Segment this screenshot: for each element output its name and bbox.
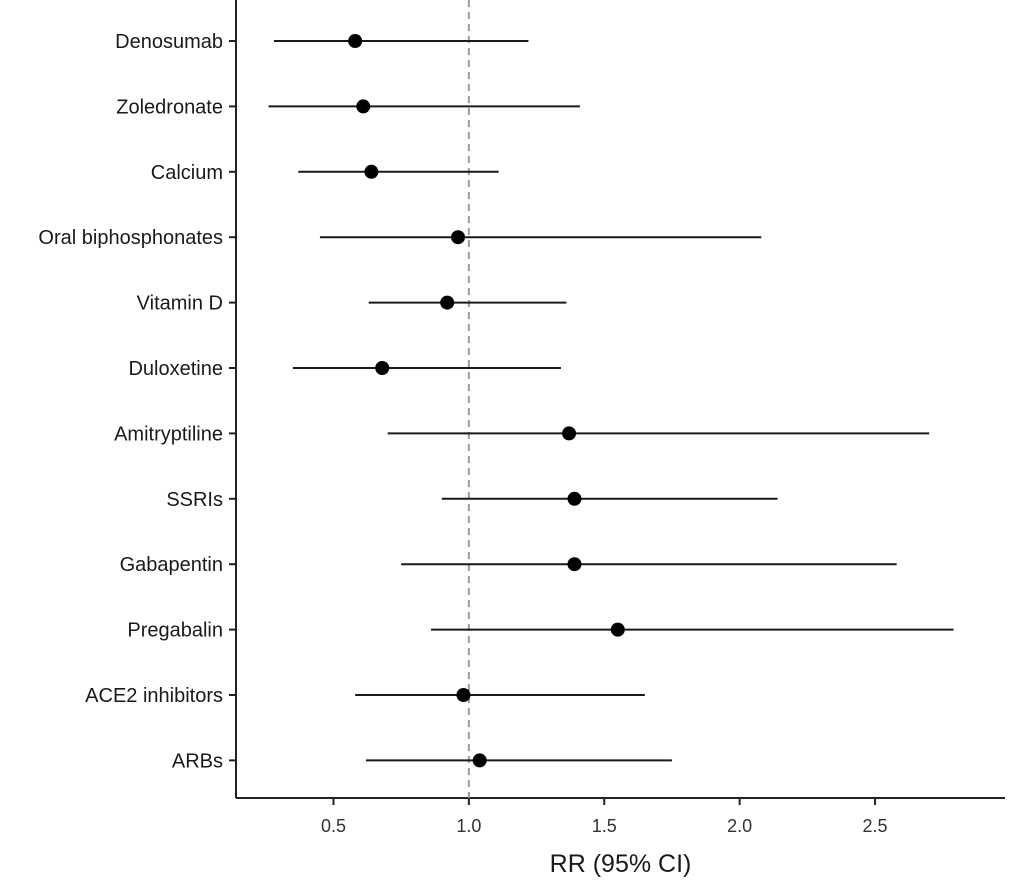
forest-row: Zoledronate [116, 96, 580, 118]
point-estimate [348, 34, 363, 48]
forest-row: ARBs [172, 750, 672, 772]
forest-row: Gabapentin [120, 554, 897, 576]
forest-row: Oral biphosphonates [38, 227, 762, 249]
forest-row: ACE2 inhibitors [85, 685, 645, 707]
forest-row: Pregabalin [127, 620, 954, 642]
forest-row: Amitryptiline [114, 423, 930, 445]
point-estimate [567, 491, 582, 506]
row-label: Gabapentin [120, 554, 223, 576]
forest-row: Calcium [151, 162, 499, 184]
point-estimate [456, 688, 471, 702]
row-label: SSRIs [166, 489, 223, 511]
forest-row: Denosumab [115, 31, 529, 53]
row-label: ARBs [172, 750, 223, 772]
point-estimate [364, 164, 379, 179]
point-estimate [440, 295, 455, 310]
row-label: Calcium [151, 162, 223, 184]
point-estimate [610, 622, 625, 637]
x-tick-label: 1.0 [456, 816, 481, 836]
row-label: Amitryptiline [114, 423, 223, 445]
point-estimate [356, 99, 371, 114]
x-axis-title: RR (95% CI) [550, 850, 692, 878]
row-label: Duloxetine [128, 358, 223, 380]
forest-rows: Denosumab Zoledronate Calcium Oral biphosph… [38, 31, 954, 772]
row-label: Oral biphosphonates [38, 227, 223, 249]
row-label: Pregabalin [127, 620, 223, 642]
x-tick-label: 0.5 [321, 816, 346, 836]
point-estimate [567, 557, 582, 572]
x-tick-label: 2.5 [863, 816, 888, 836]
x-axis-ticks: 0.5 1.0 1.5 2.0 2.5 [321, 798, 888, 836]
x-tick-label: 1.5 [592, 816, 617, 836]
row-label: Zoledronate [116, 96, 223, 118]
row-label: Vitamin D [137, 293, 223, 315]
point-estimate [472, 753, 487, 768]
point-estimate [562, 426, 577, 441]
point-estimate [375, 361, 390, 375]
row-label: ACE2 inhibitors [85, 685, 223, 707]
point-estimate [451, 230, 466, 245]
row-label: Denosumab [115, 31, 223, 53]
x-tick-label: 2.0 [727, 816, 752, 836]
forest-row: Vitamin D [137, 293, 567, 315]
forest-row: SSRIs [166, 489, 778, 511]
forest-row: Duloxetine [128, 358, 561, 380]
